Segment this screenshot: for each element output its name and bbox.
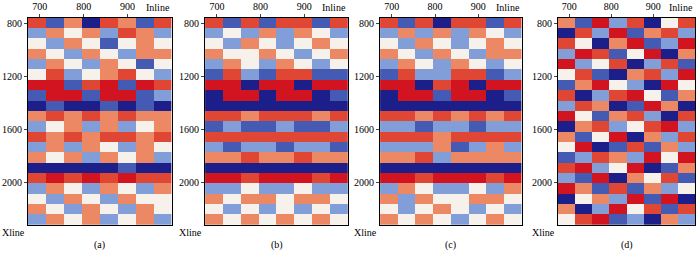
svg-text:2000: 2000 <box>179 177 199 188</box>
svg-text:700: 700 <box>562 1 577 12</box>
svg-text:800: 800 <box>359 18 374 29</box>
svg-text:800: 800 <box>428 1 443 12</box>
svg-text:900: 900 <box>120 1 135 12</box>
svg-text:800: 800 <box>76 1 91 12</box>
svg-text:2000: 2000 <box>354 177 374 188</box>
svg-text:1200: 1200 <box>532 71 552 82</box>
svg-text:900: 900 <box>646 1 661 12</box>
svg-text:Inline: Inline <box>146 2 170 13</box>
svg-text:800: 800 <box>537 18 552 29</box>
svg-text:Inline: Inline <box>496 2 520 13</box>
svg-text:800: 800 <box>7 18 22 29</box>
svg-text:(a): (a) <box>94 239 105 251</box>
svg-text:Xline: Xline <box>354 227 377 238</box>
svg-text:Xline: Xline <box>2 227 25 238</box>
svg-text:800: 800 <box>604 1 619 12</box>
svg-text:900: 900 <box>471 1 486 12</box>
svg-text:1600: 1600 <box>532 124 552 135</box>
svg-text:(b): (b) <box>271 239 283 251</box>
svg-text:1600: 1600 <box>2 124 22 135</box>
svg-text:1200: 1200 <box>2 71 22 82</box>
svg-text:700: 700 <box>32 1 47 12</box>
svg-text:Xline: Xline <box>179 227 202 238</box>
svg-text:1200: 1200 <box>354 71 374 82</box>
svg-text:(d): (d) <box>621 239 633 251</box>
svg-text:(c): (c) <box>445 239 456 251</box>
svg-text:700: 700 <box>209 1 224 12</box>
svg-text:Inline: Inline <box>669 2 693 13</box>
svg-text:900: 900 <box>297 1 312 12</box>
svg-text:2000: 2000 <box>2 177 22 188</box>
svg-text:Inline: Inline <box>322 2 346 13</box>
svg-text:1200: 1200 <box>179 71 199 82</box>
svg-text:Xline: Xline <box>532 227 555 238</box>
svg-text:2000: 2000 <box>532 177 552 188</box>
svg-text:1600: 1600 <box>354 124 374 135</box>
svg-text:800: 800 <box>253 1 268 12</box>
svg-text:800: 800 <box>184 18 199 29</box>
svg-text:700: 700 <box>384 1 399 12</box>
svg-text:1600: 1600 <box>179 124 199 135</box>
